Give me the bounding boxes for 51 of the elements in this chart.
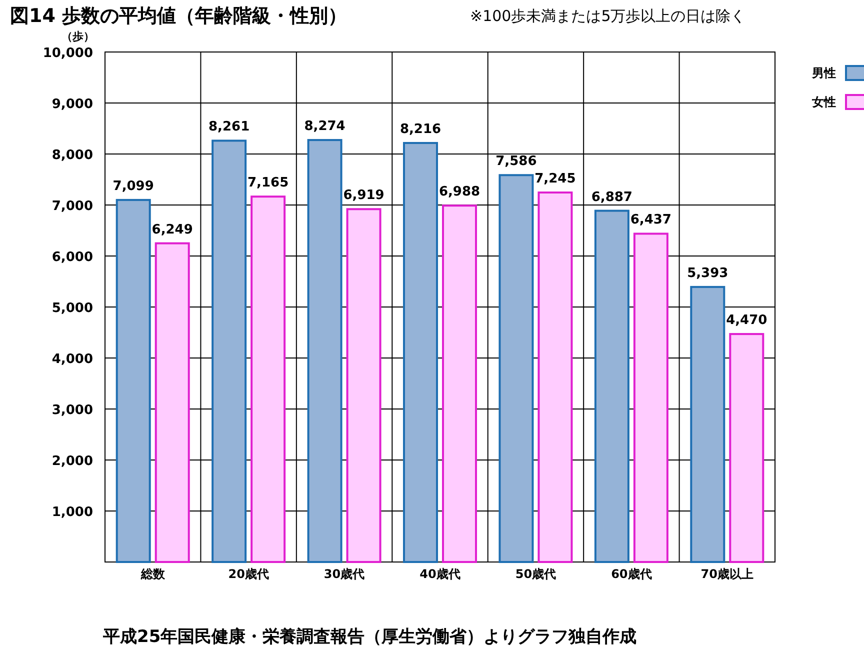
text: 平成25年国民健康・栄養調査報告（厚生労働省）よりグラフ独自作成 <box>102 627 637 647</box>
bar <box>538 192 573 563</box>
y-tick-label: 9,000 <box>52 97 93 112</box>
data-label: 6,887 <box>591 190 632 205</box>
data-label: 6,988 <box>438 184 480 200</box>
y-tick-label: 5,000 <box>52 301 93 316</box>
bar <box>403 142 438 563</box>
y-tick-label: 2,000 <box>52 454 93 469</box>
chart-subtitle: ※100歩未満または5万歩以上の日は除く <box>470 7 746 25</box>
y-tick-label: 8,000 <box>52 148 93 163</box>
x-tick-label: 40歳代 <box>420 567 460 581</box>
x-tick-label: 60歳代 <box>611 567 652 581</box>
y-tick-label: 1,000 <box>52 505 93 520</box>
data-label: 6,249 <box>152 222 193 238</box>
y-tick-label: 7,000 <box>52 199 93 214</box>
x-tick-label: 70歳以上 <box>700 567 754 581</box>
data-label: 6,919 <box>343 188 384 204</box>
bar <box>250 196 286 563</box>
data-label: 7,165 <box>248 176 289 191</box>
bar <box>498 174 534 563</box>
y-tick-label: 10,000 <box>42 46 93 61</box>
legend-label: 男性 <box>811 66 836 80</box>
data-label: 8,274 <box>304 119 346 134</box>
bar <box>154 242 190 563</box>
y-axis-title: （歩） <box>62 30 94 43</box>
data-label: 7,245 <box>534 172 576 187</box>
y-tick-label: 3,000 <box>52 403 93 418</box>
data-label: 5,393 <box>687 266 728 281</box>
data-label: 6,437 <box>630 212 672 228</box>
bar <box>594 210 630 563</box>
data-label: 4,470 <box>726 313 768 328</box>
bar <box>116 198 151 563</box>
x-tick-label: 50歳代 <box>515 567 556 581</box>
data-label: 8,216 <box>400 122 442 137</box>
x-tick-label: 30歳代 <box>324 567 365 581</box>
bar <box>346 208 382 563</box>
data-label: 8,261 <box>208 120 250 135</box>
data-label: 7,099 <box>112 178 154 194</box>
bar <box>633 232 668 563</box>
bar <box>212 140 247 563</box>
bar <box>690 286 726 563</box>
y-tick-label: 6,000 <box>52 250 93 265</box>
legend-label: 女性 <box>811 95 836 109</box>
bar <box>307 139 342 563</box>
data-label: 7,586 <box>496 154 537 170</box>
chart-title: 図14 歩数の平均値（年齢階級・性別） <box>10 5 348 27</box>
bar <box>729 333 764 563</box>
x-tick-label: 総数 <box>140 567 166 581</box>
x-tick-label: 20歳代 <box>228 567 269 581</box>
bar <box>442 204 477 563</box>
y-tick-label: 4,000 <box>52 352 93 367</box>
